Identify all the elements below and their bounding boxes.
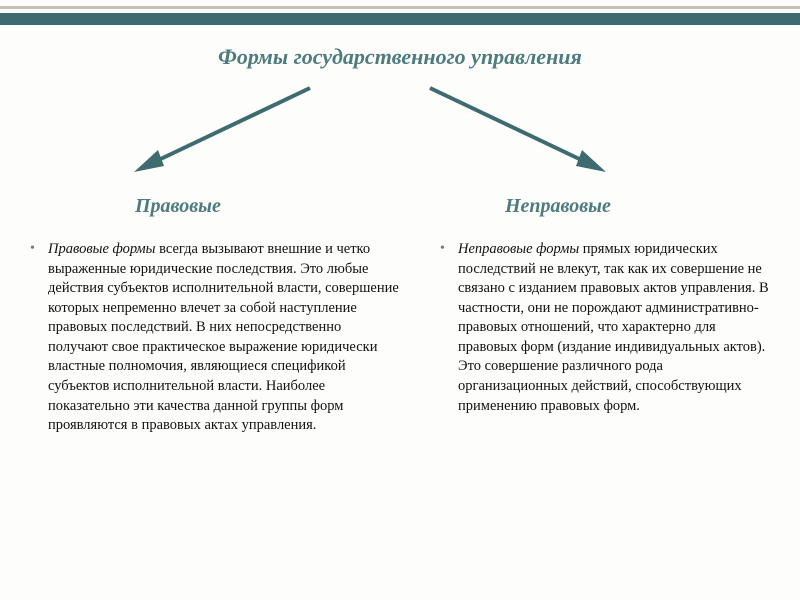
body-right: Неправовые формы прямых юридических посл… bbox=[430, 240, 770, 416]
arrow-right bbox=[420, 80, 620, 180]
body-left-emph: Правовые формы bbox=[48, 241, 155, 257]
arrow-left-line bbox=[148, 88, 310, 165]
arrow-right-line bbox=[430, 88, 592, 165]
top-thin-bar bbox=[0, 6, 800, 9]
body-left-text: всегда вызывают внешние и четко выраженн… bbox=[48, 241, 399, 433]
body-right-emph: Неправовые формы bbox=[458, 241, 579, 257]
arrow-right-head bbox=[576, 150, 606, 172]
body-left: Правовые формы всегда вызывают внешние и… bbox=[20, 240, 400, 436]
page-title: Формы государственного управления bbox=[0, 44, 800, 70]
arrow-left bbox=[120, 80, 320, 180]
top-thick-bar bbox=[0, 13, 800, 25]
heading-left: Правовые bbox=[135, 195, 221, 218]
heading-right: Неправовые bbox=[505, 195, 611, 218]
arrow-left-head bbox=[134, 150, 164, 172]
body-right-text: прямых юридических последствий не влекут… bbox=[458, 241, 769, 414]
